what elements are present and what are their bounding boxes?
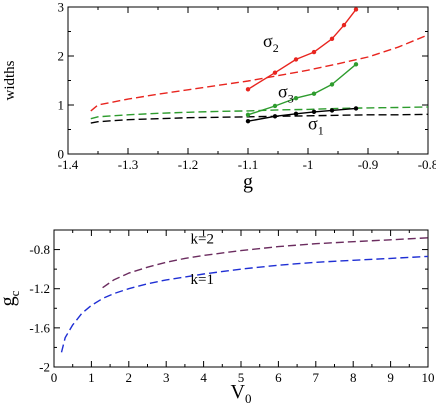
- x-tick-label: 9: [387, 370, 394, 385]
- annotation-sub: 2: [273, 41, 279, 55]
- x-tick-label: -1.4: [58, 157, 79, 172]
- top-panel: -1.4 -1.3 -1.2 -1.1 -1 -0.9 -0.80123gwidthsσ2σ…: [2, 0, 436, 193]
- y-tick-label: 1: [58, 98, 65, 113]
- annotation-sub: 3: [288, 92, 294, 106]
- x-tick-label: -1.3: [118, 157, 139, 172]
- y-axis-title: widths: [2, 60, 18, 100]
- series-line-dash-green: [90, 106, 429, 120]
- series-line-k1: [60, 255, 429, 353]
- y-tick-label: -1.2: [29, 281, 50, 296]
- y-axis-title-sub: c: [7, 290, 22, 296]
- annotation-main: σ: [278, 82, 288, 102]
- data-point-sigma2: [329, 36, 335, 42]
- x-tick-label: -0.9: [358, 157, 379, 172]
- y-axis-title: gc: [0, 290, 22, 306]
- y-tick-label: -1.6: [29, 320, 50, 335]
- series-line-sigma3: [247, 63, 357, 116]
- data-point-sigma1: [329, 108, 335, 113]
- y-tick-label: -0.8: [29, 242, 50, 257]
- data-point-sigma3: [245, 112, 251, 118]
- x-tick-label: 7: [313, 370, 320, 385]
- data-point-sigma2: [311, 49, 317, 55]
- annotation-main: k=2: [191, 232, 214, 248]
- y-tick-label: 0: [58, 147, 65, 162]
- annotation-label: k=2: [191, 232, 214, 248]
- annotation-label: k=1: [191, 272, 214, 288]
- annotation-main: k=1: [191, 272, 214, 288]
- x-tick-label: 5: [238, 370, 245, 385]
- x-tick-label: 3: [163, 370, 170, 385]
- series-line-sigma1: [247, 107, 357, 122]
- data-point-sigma1: [245, 118, 251, 124]
- data-point-sigma2: [293, 57, 299, 62]
- x-axis-title-main: g: [243, 171, 253, 193]
- annotation-main: σ: [263, 31, 273, 51]
- data-point-sigma2: [353, 7, 359, 12]
- data-point-sigma2: [272, 70, 278, 75]
- y-tick-label: -2: [39, 360, 50, 375]
- y-axis-title-main: widths: [2, 60, 18, 100]
- x-tick-label: -0.8: [418, 157, 436, 172]
- data-point-sigma1: [311, 109, 317, 115]
- x-tick-label: -1.1: [238, 157, 259, 172]
- data-point-sigma1: [353, 106, 359, 111]
- data-point-sigma1: [293, 111, 299, 117]
- data-point-sigma3: [311, 91, 317, 96]
- x-tick-label: 0: [51, 370, 58, 385]
- x-tick-label: 4: [200, 370, 207, 385]
- data-point-sigma1: [272, 114, 278, 119]
- annotation-main: σ: [308, 114, 318, 134]
- annotation-label: σ3: [278, 82, 294, 106]
- y-tick-label: 2: [58, 49, 65, 64]
- y-axis-title-main: g: [0, 296, 19, 306]
- x-tick-label: -1: [303, 157, 314, 172]
- data-point-sigma2: [245, 87, 251, 92]
- series-line-dash-red: [90, 34, 429, 112]
- x-tick-label: 2: [126, 370, 133, 385]
- x-axis-title-main: V: [231, 381, 246, 403]
- annotation-label: σ1: [308, 114, 324, 138]
- y-tick-label: 3: [58, 0, 65, 15]
- x-axis-title: g: [243, 171, 253, 193]
- series-line-k2: [102, 237, 429, 289]
- data-point-sigma3: [293, 95, 299, 101]
- data-point-sigma3: [272, 103, 278, 109]
- data-point-sigma2: [341, 22, 347, 28]
- x-tick-label: 10: [422, 370, 435, 385]
- data-point-sigma3: [329, 82, 335, 87]
- x-axis-title: V0: [231, 381, 252, 406]
- data-point-sigma3: [353, 62, 359, 67]
- x-tick-label: 1: [88, 370, 95, 385]
- x-tick-label: 8: [350, 370, 357, 385]
- x-axis-title-sub: 0: [245, 391, 252, 406]
- x-tick-label: -1.2: [178, 157, 199, 172]
- annotation-label: σ2: [263, 31, 279, 55]
- x-tick-label: 6: [275, 370, 282, 385]
- annotation-sub: 1: [318, 124, 324, 138]
